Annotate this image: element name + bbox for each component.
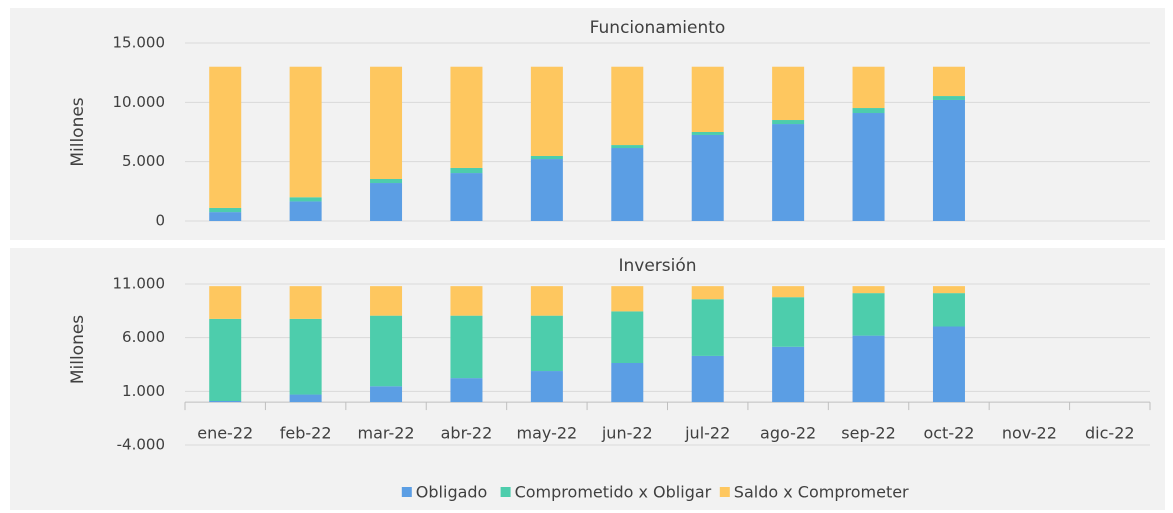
bar-segment <box>370 183 403 221</box>
panel <box>10 8 1165 240</box>
bar-segment <box>450 173 483 221</box>
bar-segment <box>611 145 644 149</box>
y-tick-label: 11.000 <box>113 275 166 293</box>
bar-segment <box>289 318 322 395</box>
chart-title: Inversión <box>618 256 696 276</box>
bar-segment <box>450 286 483 316</box>
legend-swatch <box>500 487 511 497</box>
bar-segment <box>691 286 724 300</box>
chart-title: Funcionamiento <box>590 18 726 38</box>
bar-segment <box>289 201 322 221</box>
bar-segment <box>772 66 805 121</box>
x-tick-label: dic-22 <box>1085 424 1135 443</box>
legend-swatch <box>401 487 412 497</box>
bar-segment <box>852 113 885 221</box>
x-tick-label: sep-22 <box>841 424 895 443</box>
bar-segment <box>691 132 724 135</box>
bar-segment <box>450 167 483 174</box>
bar-segment <box>209 207 242 213</box>
legend-label: Obligado <box>416 483 488 502</box>
bar-segment <box>691 134 724 221</box>
bar-segment <box>450 315 483 379</box>
legend-label: Saldo x Comprometer <box>734 483 909 502</box>
bar-segment <box>370 286 403 316</box>
y-tick-label: 1.000 <box>122 382 165 400</box>
bar-segment <box>209 212 242 221</box>
x-tick-label: jun-22 <box>601 424 653 443</box>
bar-segment <box>289 394 322 403</box>
bar-segment <box>209 400 242 403</box>
bar-segment <box>932 286 965 294</box>
y-tick-label: 15.000 <box>113 34 166 52</box>
bar-segment <box>852 335 885 403</box>
y-tick-label: 10.000 <box>113 93 166 111</box>
bar-segment <box>209 66 242 208</box>
bar-segment <box>611 311 644 363</box>
bar-segment <box>772 297 805 347</box>
bar-segment <box>289 286 322 319</box>
bar-segment <box>450 66 483 168</box>
bar-segment <box>370 66 403 179</box>
bar-segment <box>772 346 805 403</box>
x-tick-label: ene-22 <box>197 424 253 443</box>
bar-segment <box>370 386 403 403</box>
bar-segment <box>691 355 724 403</box>
y-tick-label: 6.000 <box>122 328 165 346</box>
y-axis-label: Millones <box>68 97 88 166</box>
bar-segment <box>530 315 563 372</box>
bar-segment <box>530 159 563 221</box>
bar-segment <box>691 299 724 356</box>
y-tick-label: -4.000 <box>117 436 165 454</box>
x-tick-label: oct-22 <box>923 424 974 443</box>
y-tick-label: 5.000 <box>122 152 165 170</box>
bar-segment <box>370 315 403 387</box>
bar-segment <box>852 66 885 109</box>
y-tick-label: 0 <box>155 212 165 230</box>
bar-segment <box>611 148 644 221</box>
bar-segment <box>611 362 644 403</box>
bar-segment <box>530 155 563 160</box>
bar-segment <box>852 108 885 114</box>
bar-segment <box>852 286 885 294</box>
bar-segment <box>772 124 805 221</box>
bar-segment <box>932 96 965 100</box>
x-tick-label: nov-22 <box>1002 424 1057 443</box>
bar-segment <box>530 371 563 403</box>
bar-segment <box>611 286 644 312</box>
x-tick-label: mar-22 <box>358 424 415 443</box>
bar-segment <box>530 66 563 156</box>
bar-segment <box>209 286 242 319</box>
bar-segment <box>932 66 965 97</box>
bar-segment <box>772 286 805 298</box>
x-tick-label: abr-22 <box>441 424 493 443</box>
y-axis-label: Millones <box>68 315 88 384</box>
bar-segment <box>209 318 242 401</box>
x-tick-label: ago-22 <box>760 424 816 443</box>
bar-segment <box>932 293 965 327</box>
bar-segment <box>772 120 805 125</box>
bar-segment <box>932 99 965 221</box>
bar-segment <box>289 197 322 202</box>
bar-segment <box>852 293 885 336</box>
bar-segment <box>450 378 483 403</box>
bar-segment <box>370 178 403 184</box>
panel <box>10 248 1165 510</box>
x-tick-label: may-22 <box>517 424 578 443</box>
legend-swatch <box>719 487 730 497</box>
bar-segment <box>611 66 644 146</box>
bar-segment <box>932 326 965 403</box>
bar-segment <box>691 66 724 132</box>
bar-segment <box>289 66 322 198</box>
legend-label: Comprometido x Obligar <box>515 483 712 502</box>
bar-segment <box>530 286 563 316</box>
x-tick-label: feb-22 <box>280 424 332 443</box>
x-tick-label: jul-22 <box>684 424 730 443</box>
